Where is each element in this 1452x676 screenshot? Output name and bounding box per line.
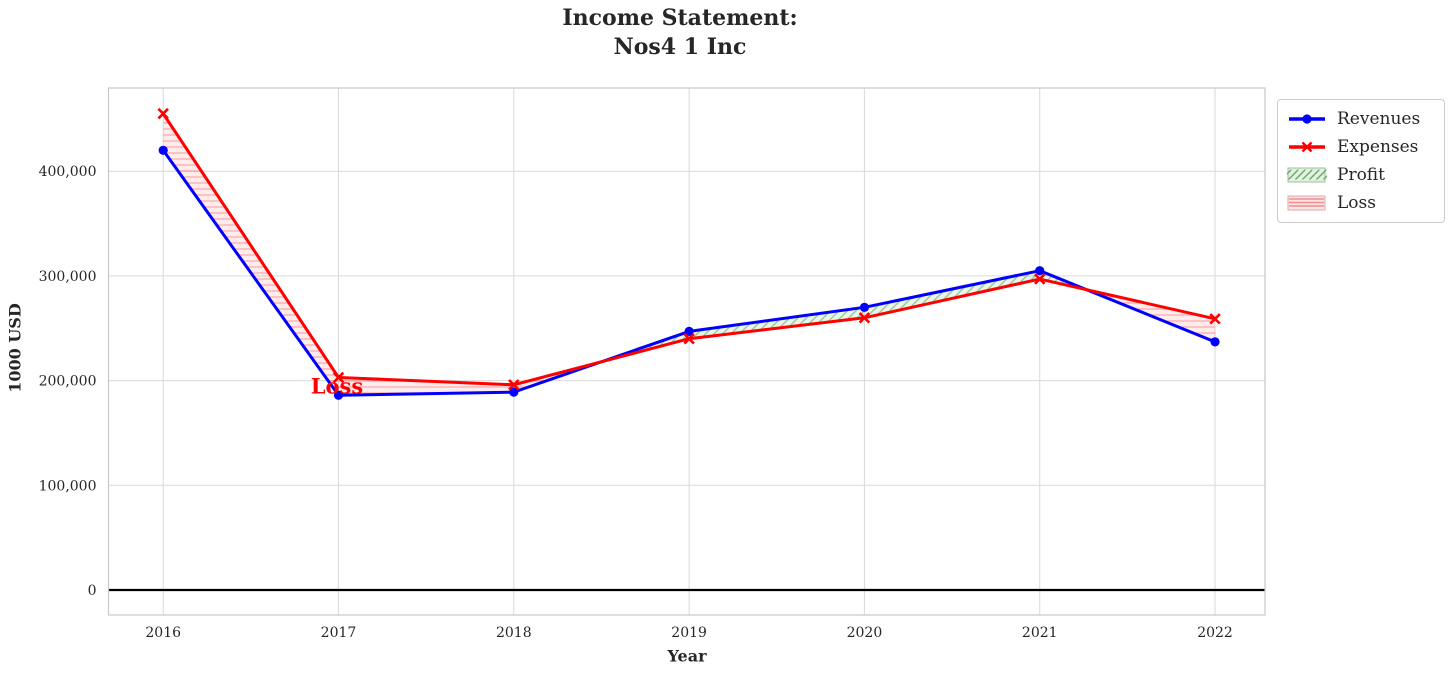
ytick-label-400,000: 400,000: [39, 164, 97, 180]
expenses-marker-2017: [332, 371, 345, 384]
loss-annotation: Loss: [310, 373, 364, 399]
legend-label-loss: Loss: [1337, 193, 1376, 213]
xtick-label-2016: 2016: [145, 625, 181, 641]
chart-title-line1: Income Statement:: [562, 5, 798, 31]
revenues-marker-2016: [158, 145, 168, 155]
xtick-label-2021: 2021: [1022, 625, 1058, 641]
ytick-label-0: 0: [88, 583, 97, 599]
ytick-label-100,000: 100,000: [39, 478, 97, 494]
xtick-label-2020: 2020: [847, 625, 883, 641]
expenses-marker-2018: [508, 379, 520, 391]
xtick-label-2022: 2022: [1197, 625, 1233, 641]
expenses-marker-2019: [683, 333, 695, 345]
chart-title-line2: Nos4 1 Inc: [613, 34, 747, 60]
legend-item-revenues: Revenues: [1287, 105, 1435, 133]
revenues-marker-2022: [1210, 337, 1220, 347]
loss-legend-patch-icon: [1287, 194, 1327, 212]
legend-label-profit: Profit: [1337, 165, 1385, 185]
legend-item-expenses: Expenses: [1287, 133, 1435, 161]
expenses-marker-2021: [1034, 273, 1046, 285]
legend-label-revenues: Revenues: [1337, 109, 1421, 129]
revenues-marker-2017: [333, 390, 344, 400]
profit-fill-region: [601, 270, 1087, 362]
legend: Revenues Expenses Profit Loss: [1277, 99, 1445, 223]
expenses-legend-marker-icon: [1287, 138, 1327, 156]
expenses-marker-2020: [858, 312, 871, 324]
revenues-legend-marker-icon: [1287, 110, 1327, 128]
expenses-marker-2022: [1209, 313, 1221, 325]
xtick-label-2017: 2017: [321, 625, 357, 641]
legend-item-loss: Loss: [1287, 189, 1435, 217]
revenues-marker-2021: [1035, 266, 1045, 276]
xtick-label-2018: 2018: [496, 625, 532, 641]
legend-label-expenses: Expenses: [1337, 137, 1419, 157]
revenues-marker-2019: [684, 326, 694, 336]
revenues-marker-2020: [859, 302, 870, 312]
x-axis-label: Year: [667, 646, 707, 666]
plot-border: [107, 87, 1266, 616]
revenues-marker-2018: [509, 387, 519, 397]
xtick-label-2019: 2019: [671, 625, 707, 641]
ytick-label-200,000: 200,000: [39, 374, 97, 390]
chart-title: Income Statement: Nos4 1 Inc: [562, 4, 797, 62]
legend-item-profit: Profit: [1287, 161, 1435, 189]
expenses-marker-2016: [157, 107, 169, 120]
profit-legend-patch-icon: [1287, 166, 1327, 184]
ytick-label-300,000: 300,000: [39, 269, 97, 285]
loss-fill-region: [163, 113, 602, 396]
